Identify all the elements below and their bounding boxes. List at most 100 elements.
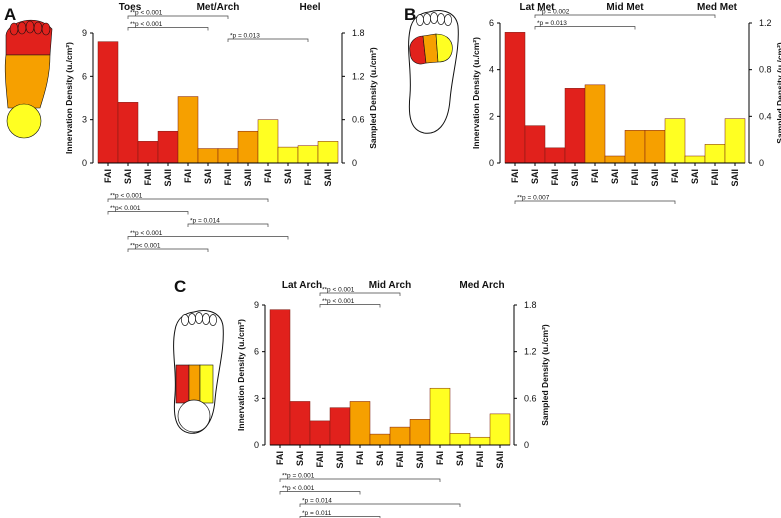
bar (289, 401, 311, 446)
significance-bracket (534, 14, 716, 18)
significance-label: **p = 0.002 (537, 9, 570, 16)
foot-region (422, 33, 439, 64)
y-tick-label: 3 (254, 393, 259, 403)
y2-tick-label: 1.8 (352, 28, 365, 38)
y-tick-label: 6 (82, 71, 87, 81)
significance-label: *p = 0.013 (537, 20, 567, 27)
significance-label: **p = 0.001 (282, 473, 315, 480)
y-axis-title: Innervation Density (u./cm²) (471, 37, 481, 149)
bar (449, 433, 471, 446)
bar (349, 401, 371, 446)
x-tick-label: FAI (275, 451, 285, 465)
significance-label: *p = 0.014 (302, 498, 332, 505)
bar (544, 147, 566, 164)
bar (524, 125, 546, 164)
bar (429, 387, 451, 446)
x-tick-label: FAII (475, 451, 485, 468)
bar (297, 145, 319, 164)
significance-label: *p = 0.011 (302, 510, 332, 517)
y-tick-label: 0 (82, 158, 87, 168)
toe (437, 13, 445, 25)
y-tick-label: 6 (489, 18, 494, 28)
y2-tick-label: 1.2 (759, 18, 772, 28)
significance-bracket (107, 198, 269, 202)
toe (444, 14, 452, 26)
toe (416, 14, 424, 26)
y-tick-label: 4 (489, 65, 494, 75)
bar (684, 155, 706, 164)
x-tick-label: SAII (323, 169, 333, 187)
x-tick-label: SAI (455, 451, 465, 466)
significance-label: **p< 0.001 (130, 243, 161, 250)
foot-region (6, 103, 42, 139)
foot-region (188, 364, 201, 404)
toe (181, 314, 189, 326)
y2-tick-label: 1.2 (524, 347, 537, 357)
x-tick-label: FAII (710, 169, 720, 186)
y2-tick-label: 0.6 (524, 393, 537, 403)
bar (564, 88, 586, 164)
significance-bracket (227, 38, 309, 42)
x-tick-label: SAI (123, 169, 133, 184)
toe (41, 22, 51, 36)
bar (409, 419, 431, 446)
significance-bracket (299, 516, 381, 518)
x-tick-label: FAII (315, 451, 325, 468)
y-tick-label: 6 (254, 347, 259, 357)
significance-label: **p < 0.001 (322, 298, 355, 305)
x-tick-label: FAII (550, 169, 560, 186)
toe (209, 314, 217, 326)
x-tick-label: FAI (263, 169, 273, 183)
toe (25, 20, 35, 34)
bar (489, 413, 511, 446)
x-tick-label: SAI (283, 169, 293, 184)
bar (277, 146, 299, 164)
y2-tick-label: 0.6 (352, 115, 365, 125)
group-label: Met/Arch (197, 2, 240, 13)
bar (269, 309, 291, 446)
x-tick-label: SAII (650, 169, 660, 187)
y-tick-label: 9 (254, 300, 259, 310)
group-label: Med Met (697, 2, 738, 13)
panel-letter: A (4, 5, 16, 24)
bar (704, 144, 726, 164)
significance-label: *p = 0.013 (230, 33, 260, 40)
x-tick-label: SAII (163, 169, 173, 187)
bar (389, 426, 411, 446)
significance-bracket (127, 27, 209, 31)
significance-bracket (319, 292, 401, 296)
x-tick-label: SAI (530, 169, 540, 184)
x-tick-label: FAII (143, 169, 153, 186)
x-tick-label: SAII (243, 169, 253, 187)
x-tick-label: FAI (590, 169, 600, 183)
significance-bracket (127, 15, 229, 19)
group-label: Lat Arch (282, 280, 322, 291)
bar (584, 84, 606, 164)
bar (624, 130, 646, 164)
bar (157, 130, 179, 164)
x-tick-label: FAI (355, 451, 365, 465)
significance-bracket (319, 304, 381, 308)
foot-outline (408, 10, 459, 134)
significance-label: **p < 0.001 (282, 485, 315, 492)
bar (469, 436, 491, 446)
significance-bracket (187, 223, 269, 227)
significance-label: *p = 0.014 (190, 218, 220, 225)
toe (33, 21, 43, 35)
significance-label: **p < 0.001 (130, 230, 163, 237)
panel-letter: B (404, 5, 416, 24)
x-tick-label: SAI (203, 169, 213, 184)
group-label: Mid Arch (369, 280, 411, 291)
y-tick-label: 0 (254, 440, 259, 450)
x-tick-label: FAI (435, 451, 445, 465)
x-tick-label: FAII (223, 169, 233, 186)
bar (369, 433, 391, 446)
x-tick-label: SAII (495, 451, 505, 469)
significance-bracket (107, 211, 189, 215)
bar (177, 96, 199, 164)
significance-bracket (299, 503, 461, 507)
bar (237, 130, 259, 164)
y2-tick-label: 0 (352, 158, 357, 168)
y-tick-label: 0 (489, 158, 494, 168)
